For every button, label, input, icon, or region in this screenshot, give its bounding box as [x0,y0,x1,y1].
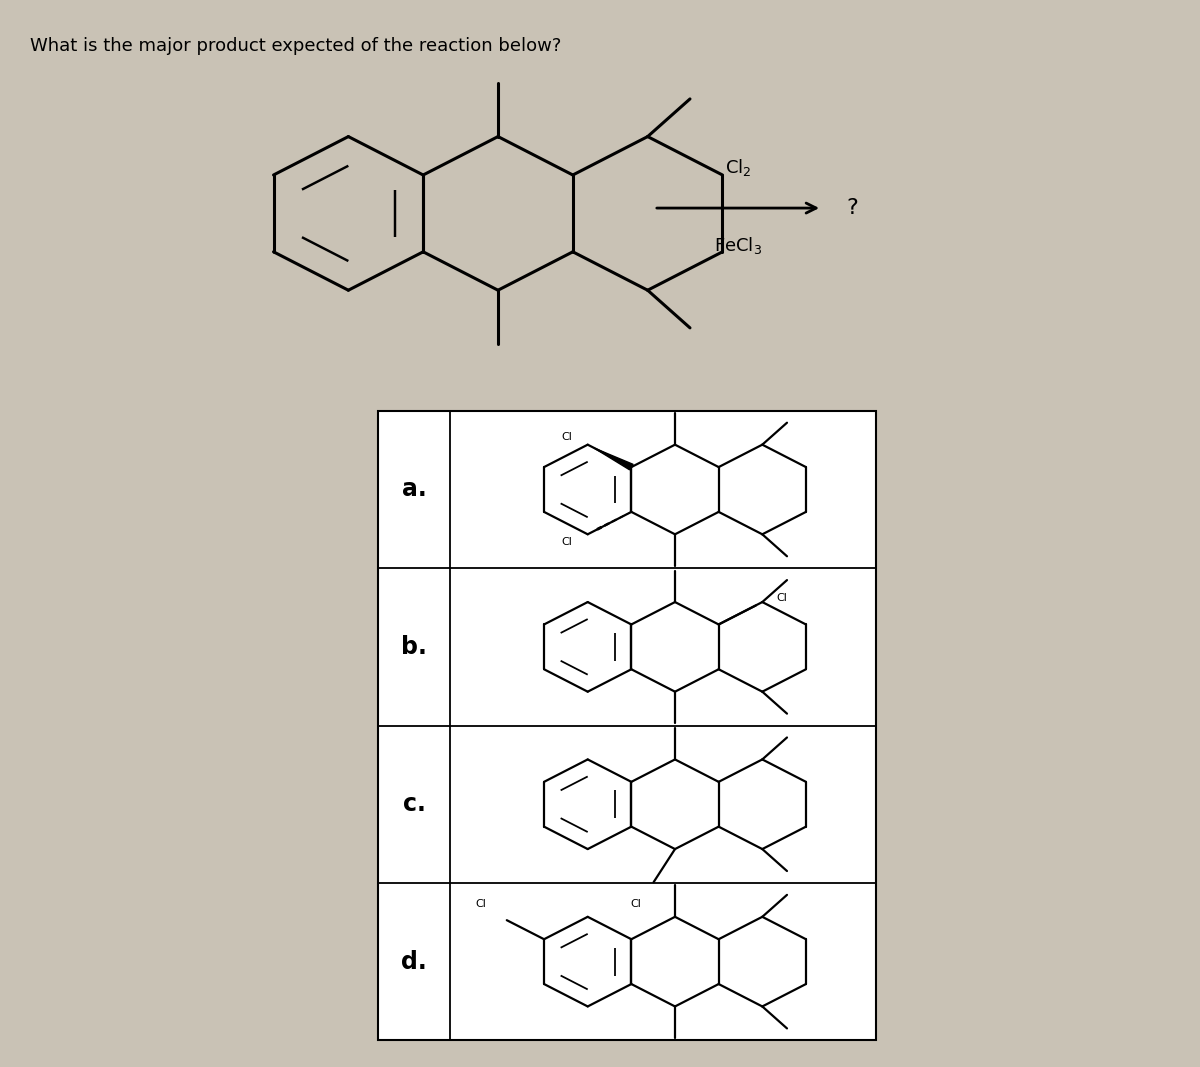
Polygon shape [594,448,634,469]
Bar [378,411,876,1040]
Text: a.: a. [402,478,426,501]
Text: Cl: Cl [562,432,572,442]
Text: ?: ? [846,198,858,218]
Text: Cl: Cl [776,592,787,603]
Text: b.: b. [401,635,427,658]
Text: What is the major product expected of the reaction below?: What is the major product expected of th… [30,37,562,55]
Text: Cl$_2$: Cl$_2$ [725,157,751,178]
Text: Cl: Cl [562,537,572,547]
Text: c.: c. [402,793,426,816]
Text: FeCl$_3$: FeCl$_3$ [714,235,762,256]
Text: d.: d. [401,950,427,973]
Text: Cl: Cl [475,899,487,909]
Text: Cl: Cl [630,899,641,909]
